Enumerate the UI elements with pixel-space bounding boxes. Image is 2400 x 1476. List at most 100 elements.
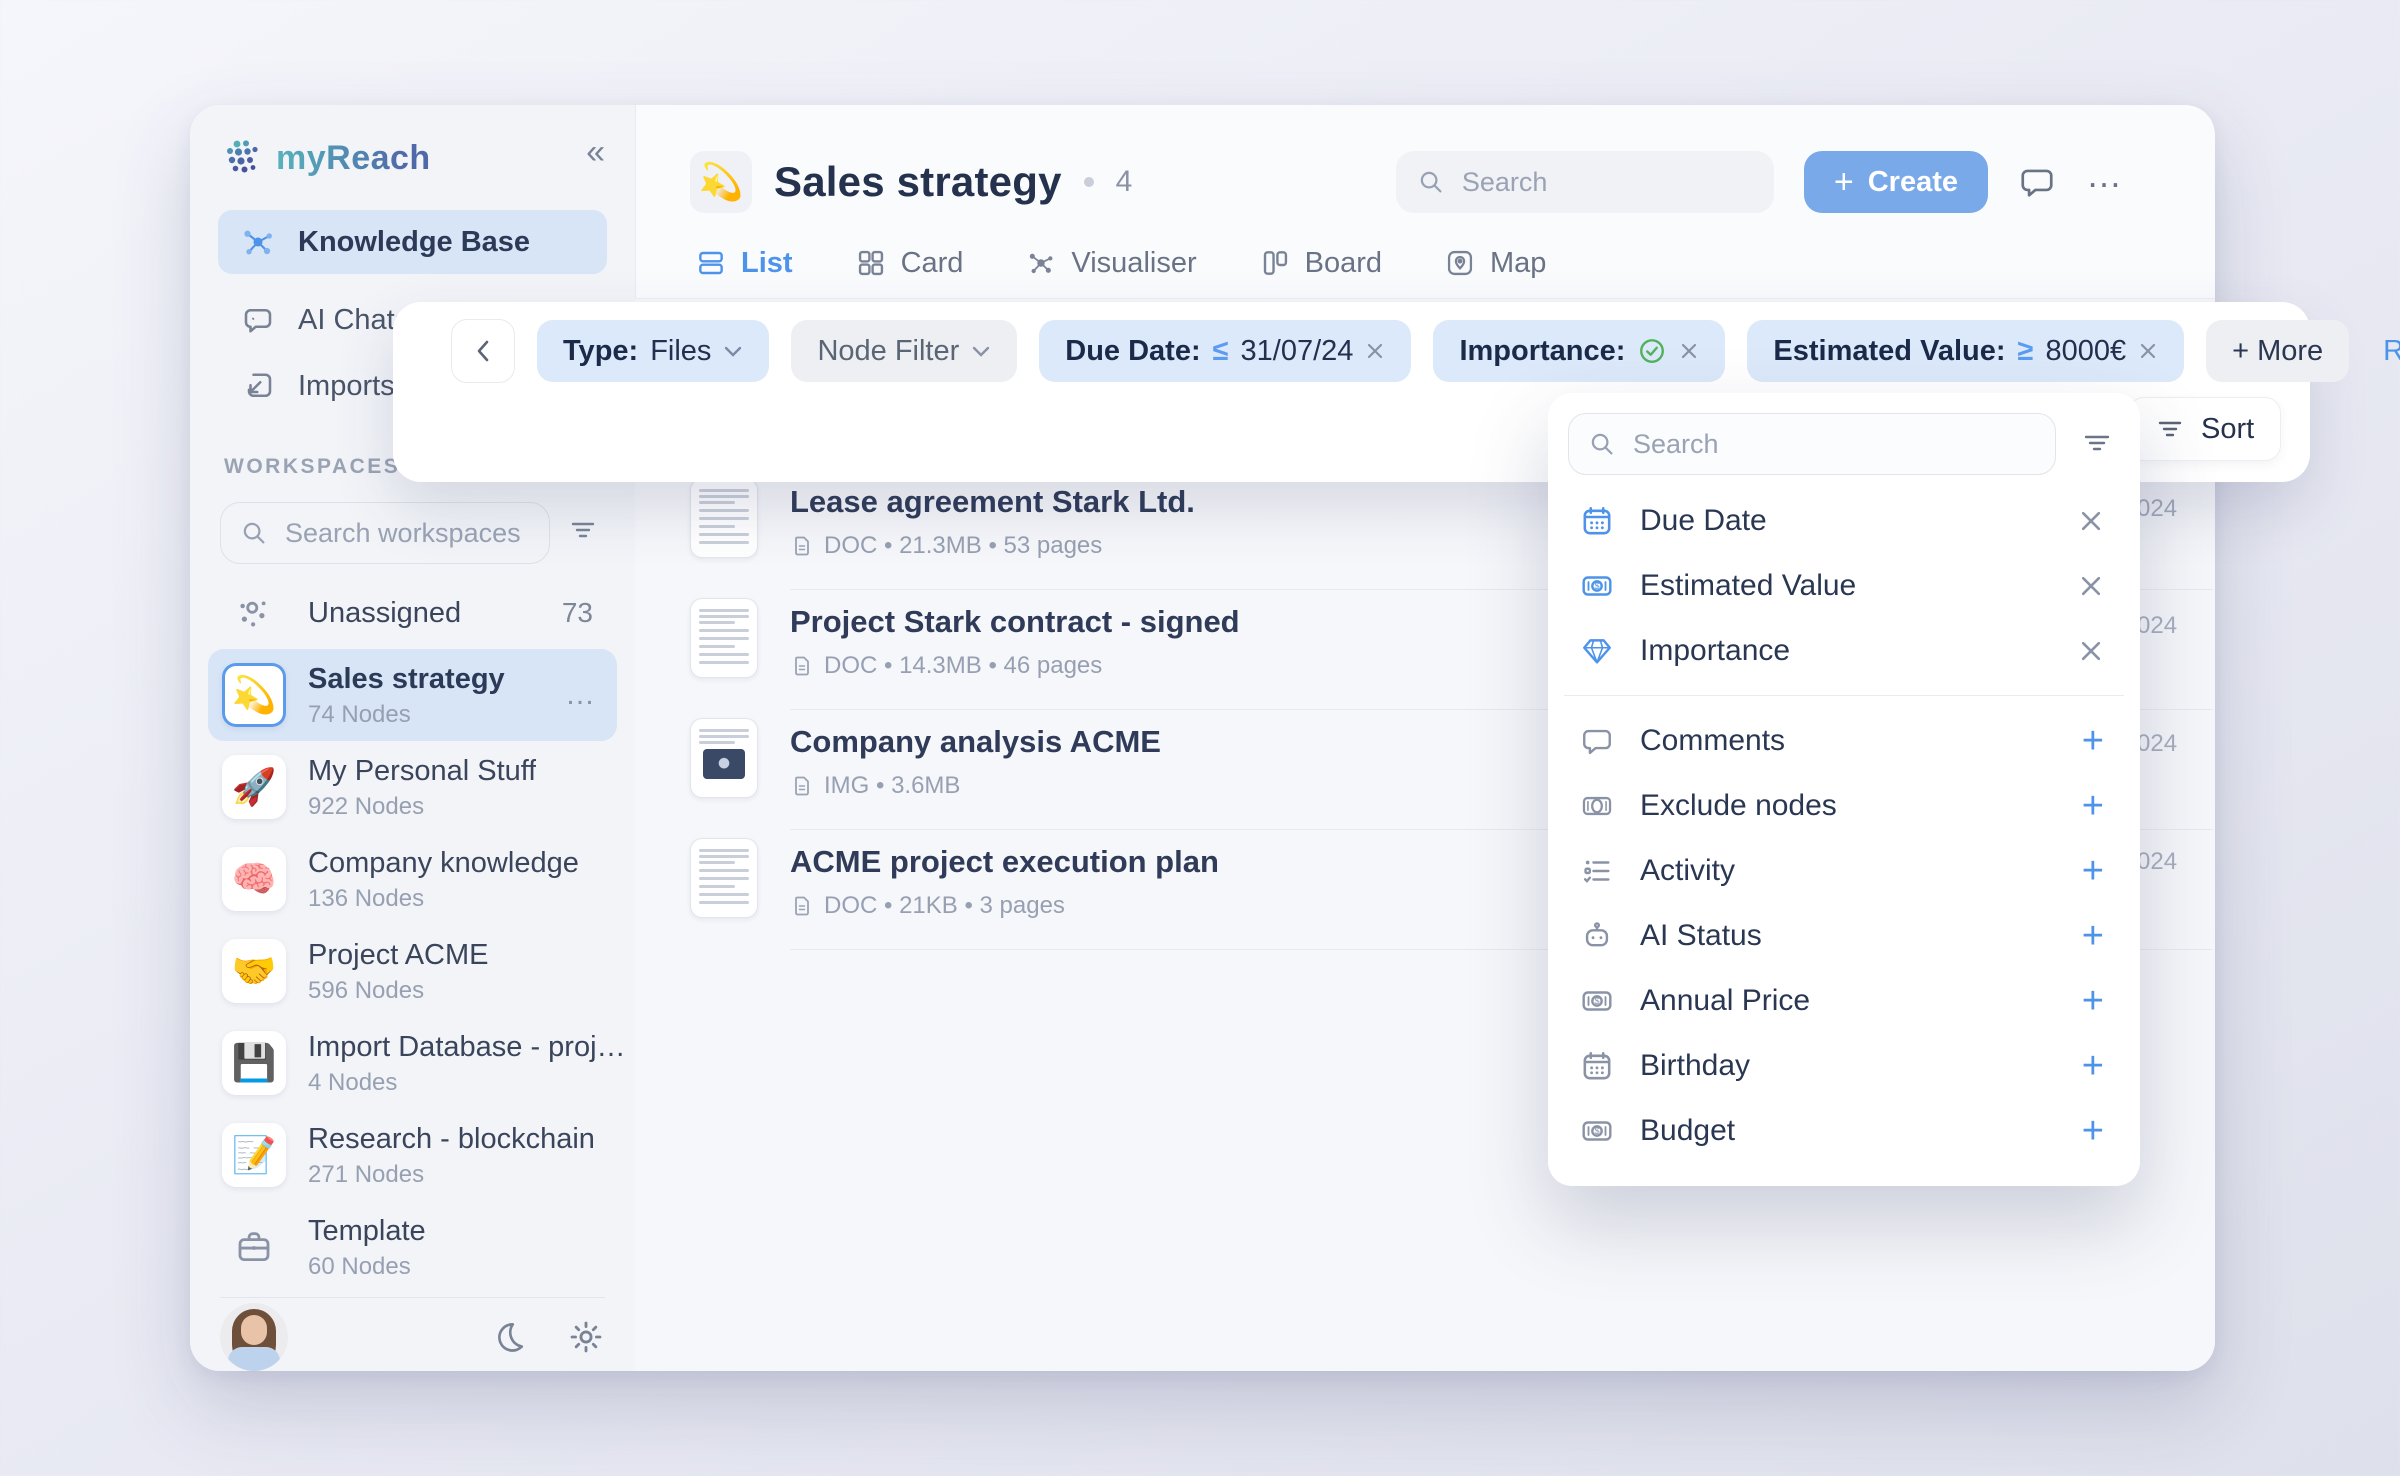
workspace-name: Company knowledge xyxy=(308,847,579,880)
row-divider xyxy=(790,589,2213,590)
file-page-icon xyxy=(790,534,814,558)
property-item-activity[interactable]: Activity + xyxy=(1564,838,2124,903)
settings-gear-icon[interactable] xyxy=(567,1318,605,1356)
add-property-icon[interactable]: + xyxy=(2081,914,2104,957)
workspace-node-count: 60 Nodes xyxy=(308,1252,411,1280)
close-icon[interactable] xyxy=(1679,341,1699,361)
sidebar-item-ai-chats[interactable]: AI Chats xyxy=(218,288,607,352)
workspace-item[interactable]: 💾 Import Database - proj… 4 Nodes xyxy=(208,1017,626,1109)
property-item-importance[interactable]: Importance xyxy=(1564,618,2124,683)
workspace-search-field[interactable] xyxy=(283,516,531,550)
banknote-icon: $ xyxy=(1580,569,1614,603)
property-item-exclude-nodes[interactable]: Exclude nodes + xyxy=(1564,773,2124,838)
document-thumbnail xyxy=(690,838,758,918)
add-property-icon[interactable]: + xyxy=(2081,979,2104,1022)
file-page-icon xyxy=(790,774,814,798)
tab-visualiser[interactable]: Visualiser xyxy=(1025,247,1197,280)
property-item-annual-price[interactable]: $ Annual Price + xyxy=(1564,968,2124,1033)
file-page-icon xyxy=(790,654,814,678)
workspace-emoji: 💫 xyxy=(222,663,286,727)
workspace-item[interactable]: 💫 Sales strategy 74 Nodes… xyxy=(208,649,617,741)
title-separator-dot xyxy=(1083,177,1094,187)
global-search-field[interactable] xyxy=(1459,165,1754,199)
property-item-budget[interactable]: $ Budget + xyxy=(1564,1098,2124,1163)
filter-lines-icon[interactable] xyxy=(2080,429,2114,457)
file-title: Project Stark contract - signed xyxy=(790,604,1240,639)
file-row[interactable]: Lease agreement Stark Ltd. DOC • 21.3MB •… xyxy=(690,470,2213,590)
property-label: Exclude nodes xyxy=(1640,788,1837,822)
workspace-node-count: 74 Nodes xyxy=(308,700,411,728)
workspace-menu-button[interactable]: … xyxy=(565,678,597,711)
filter-chip-due-date[interactable]: Due Date: ≤ 31/07/24 xyxy=(1039,320,1412,382)
add-property-icon[interactable]: + xyxy=(2081,719,2104,762)
filter-chip-node-filter[interactable]: Node Filter xyxy=(791,320,1018,382)
property-label: Birthday xyxy=(1640,1048,1751,1082)
workspace-item[interactable]: 🧠 Company knowledge 136 Nodes xyxy=(208,833,617,925)
property-label: Activity xyxy=(1640,853,1736,887)
more-filters-button[interactable]: + More xyxy=(2206,320,2350,382)
plus-icon: + xyxy=(1833,163,1854,201)
workspace-emoji: 🚀 xyxy=(222,755,286,819)
property-item-ai-status[interactable]: AI Status + xyxy=(1564,903,2124,968)
tab-board[interactable]: Board xyxy=(1259,247,1382,280)
tab-map[interactable]: Map xyxy=(1444,247,1546,280)
search-icon xyxy=(1587,429,1617,459)
file-title: Lease agreement Stark Ltd. xyxy=(790,484,1195,519)
workspace-list: Unassigned 73 💫 Sales strategy 74 Nodes … 🚀 M… xyxy=(208,577,626,1293)
add-property-icon[interactable]: + xyxy=(2081,1044,2104,1087)
add-property-icon[interactable]: + xyxy=(2081,784,2104,827)
property-item-birthday[interactable]: Birthday + xyxy=(1564,1033,2124,1098)
close-icon[interactable] xyxy=(2138,341,2158,361)
comments-button[interactable] xyxy=(2018,163,2056,201)
reset-filters-button[interactable]: Reset xyxy=(2383,334,2400,367)
workspace-item[interactable]: 🤝 Project ACME 596 Nodes xyxy=(208,925,617,1017)
file-page-icon xyxy=(790,894,814,918)
add-property-icon[interactable]: + xyxy=(2081,1109,2104,1152)
remove-property-icon[interactable] xyxy=(2078,508,2104,534)
filter-chip-type[interactable]: Type: Files xyxy=(537,320,770,382)
user-avatar[interactable] xyxy=(220,1303,288,1371)
tab-list[interactable]: List xyxy=(695,247,793,280)
workspace-search-input[interactable] xyxy=(220,502,550,564)
back-button[interactable] xyxy=(451,319,515,383)
property-item-due-date[interactable]: Due Date xyxy=(1564,488,2124,553)
workspace-name: Unassigned xyxy=(308,596,462,629)
property-search-input[interactable] xyxy=(1568,413,2056,475)
remove-property-icon[interactable] xyxy=(2078,573,2104,599)
sidebar-item-knowledge-base[interactable]: Knowledge Base xyxy=(218,210,607,274)
tab-card[interactable]: Card xyxy=(855,247,963,280)
search-icon xyxy=(1416,167,1446,197)
file-row[interactable]: ACME project execution plan DOC • 21KB • … xyxy=(690,830,2213,950)
global-search-input[interactable] xyxy=(1395,151,1774,213)
workspace-item[interactable]: 🚀 My Personal Stuff 922 Nodes xyxy=(208,741,617,833)
workspace-filter-icon[interactable] xyxy=(567,517,599,543)
dark-mode-moon-icon[interactable] xyxy=(491,1319,527,1355)
property-search-field[interactable] xyxy=(1631,427,2037,461)
import-icon xyxy=(240,368,276,404)
create-button[interactable]: + Create xyxy=(1803,151,1988,213)
workspace-emoji: 🤝 xyxy=(222,939,286,1003)
property-item-comments[interactable]: Comments + xyxy=(1564,708,2124,773)
file-row[interactable]: Company analysis ACME IMG • 3.6MB xyxy=(690,710,2213,830)
more-options-button[interactable]: … xyxy=(2086,154,2125,195)
filter-properties-dropdown: Due Date $ Estimated Value Importance Commen… xyxy=(1548,393,2140,1186)
workspace-item[interactable]: Template 60 Nodes xyxy=(208,1201,617,1293)
sort-button[interactable]: Sort xyxy=(2128,397,2282,461)
property-item-estimated-value[interactable]: $ Estimated Value xyxy=(1564,553,2124,618)
close-icon[interactable] xyxy=(1365,341,1385,361)
workspace-emoji: 📝 xyxy=(222,1123,286,1187)
workspace-item[interactable]: 📝 Research - blockchain 271 Nodes xyxy=(208,1109,617,1201)
workspace-item-unassigned[interactable]: Unassigned 73 xyxy=(208,577,617,649)
check-circle-icon xyxy=(1637,336,1667,366)
filter-chip-importance[interactable]: Importance: xyxy=(1433,320,1726,382)
sidebar-collapse-button[interactable]: « xyxy=(586,133,605,171)
workspace-node-count: 271 Nodes xyxy=(308,1160,425,1188)
add-property-icon[interactable]: + xyxy=(2081,849,2104,892)
file-row[interactable]: Project Stark contract - signed DOC • 14.… xyxy=(690,590,2213,710)
file-date-fragment: 024 xyxy=(2137,495,2178,522)
sort-lines-icon xyxy=(2155,417,2185,441)
svg-text:$: $ xyxy=(1594,996,1599,1006)
gem-icon xyxy=(1580,634,1614,668)
filter-chip-estimated-value[interactable]: Estimated Value: ≥ 8000€ xyxy=(1747,320,2185,382)
remove-property-icon[interactable] xyxy=(2078,638,2104,664)
